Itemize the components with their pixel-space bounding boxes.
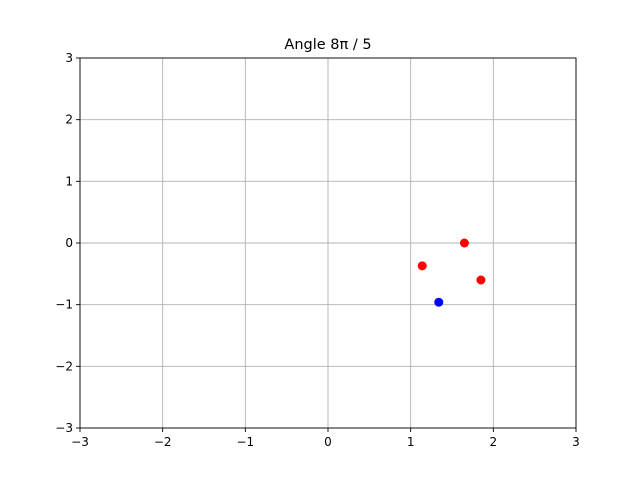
x-tick-label: −3 (71, 435, 89, 449)
x-tick-label: 2 (490, 435, 498, 449)
y-tick-label: 1 (65, 174, 73, 188)
x-tick-label: 1 (407, 435, 415, 449)
y-tick-label: 0 (65, 236, 73, 250)
data-point (459, 238, 469, 248)
data-point (476, 275, 486, 285)
y-tick-label: −1 (55, 298, 73, 312)
grid (79, 57, 577, 429)
x-tick-label: −1 (236, 435, 254, 449)
y-tick-label: −2 (55, 359, 73, 373)
data-point (434, 297, 444, 307)
x-tick-label: 0 (324, 435, 332, 449)
ticks: −3 −2 −1 0 1 2 3 −3 −2 −1 0 1 2 3 (55, 51, 580, 449)
data-points (417, 238, 486, 307)
y-tick-label: 3 (65, 51, 73, 65)
chart-title: Angle 8π / 5 (284, 37, 371, 53)
x-tick-label: 3 (572, 435, 580, 449)
y-tick-label: 2 (65, 113, 73, 127)
x-tick-label: −2 (154, 435, 172, 449)
y-tick-label: −3 (55, 421, 73, 435)
data-point (417, 261, 427, 271)
